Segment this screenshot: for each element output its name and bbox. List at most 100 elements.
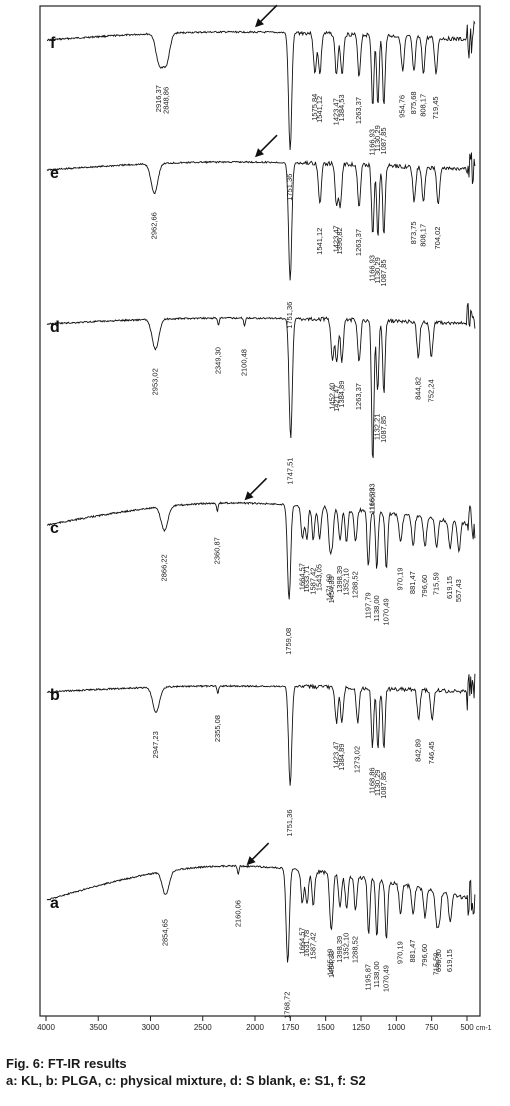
x-tick-label: 1000: [387, 1023, 405, 1032]
peak-label: 696,30: [434, 949, 443, 972]
peak-label: 1166,93: [368, 255, 377, 282]
peak-label: 1166,93: [368, 483, 377, 510]
peak-label: 1384,53: [337, 94, 346, 121]
peak-label: 1138,00: [372, 595, 381, 622]
peak-label: 970,19: [396, 941, 405, 964]
peak-label: 1168,86: [367, 767, 376, 794]
peak-label: 842,89: [414, 739, 423, 762]
peak-label: 1070,49: [381, 598, 390, 625]
x-tick-label: 3000: [142, 1023, 160, 1032]
peak-label: 808,17: [418, 94, 427, 117]
x-tick-label: 1250: [352, 1023, 370, 1032]
series-label-c: c: [50, 520, 59, 537]
series-label-e: e: [50, 165, 59, 182]
peak-label: 2953,02: [150, 368, 159, 395]
peak-label: 2160,06: [233, 900, 242, 927]
peak-label: 1132,21: [373, 414, 382, 441]
peak-label: 875,68: [409, 91, 418, 114]
peak-label: 1263,37: [354, 229, 363, 256]
peak-label: 1543,05: [315, 564, 324, 591]
peak-label: 1288,52: [351, 571, 360, 598]
x-tick-label: 2500: [194, 1023, 212, 1032]
peak-label: 1263,37: [354, 97, 363, 124]
series-label-b: b: [50, 687, 60, 704]
peak-label: 715,59: [432, 953, 441, 976]
peak-label: 1575,84: [310, 94, 319, 121]
peak-label: 1633,71: [302, 565, 311, 592]
peak-label: 1541,12: [315, 96, 324, 123]
peak-label: 719,45: [431, 96, 440, 119]
peak-label: 2916,37: [154, 85, 163, 112]
spectrum-trace-e: [46, 152, 476, 281]
peak-label: 796,60: [420, 944, 429, 967]
spectra-group: [46, 20, 476, 963]
peak-label: 1273,02: [353, 746, 362, 773]
peak-label: 1197,79: [363, 592, 372, 619]
peak-label: 954,76: [398, 95, 407, 118]
peak-label: 2355,08: [213, 715, 222, 742]
peak-label: 2962,66: [149, 212, 158, 239]
peak-label: 2866,22: [159, 554, 168, 581]
x-tick-label: 4000: [37, 1023, 55, 1032]
peak-label: 1768,72: [283, 992, 292, 1019]
peak-label: 1541,12: [315, 228, 324, 255]
peak-label: 2360,87: [212, 537, 221, 564]
peak-label: 1587,42: [308, 568, 317, 595]
peak-label: 704,02: [433, 227, 442, 250]
peak-label: 1384,89: [337, 744, 346, 771]
peak-label: 881,47: [408, 940, 417, 963]
x-tick-label: 750: [425, 1023, 439, 1032]
spectrum-trace-f: [47, 20, 476, 151]
peak-label: 1471,69: [325, 574, 334, 601]
peak-label: 1423,47: [331, 98, 340, 125]
peak-label: 844,82: [413, 377, 422, 400]
x-tick-label: 2000: [246, 1023, 264, 1032]
peak-label: 1130,29: [373, 125, 382, 152]
peak-label: 1138,00: [372, 961, 381, 988]
figure-caption: Fig. 6: FT-IR results a: KL, b: PLGA, c:…: [6, 1055, 506, 1089]
peak-label: 1398,39: [335, 566, 344, 593]
peak-label: 1587,42: [308, 932, 317, 959]
x-tick-label: 500: [460, 1023, 474, 1032]
peak-label: 1396,82: [335, 227, 344, 254]
peak-label: 1423,47: [331, 741, 340, 768]
spectrum-trace-b: [46, 673, 476, 786]
x-axis-unit: cm-1: [476, 1025, 492, 1032]
series-label-a: a: [50, 895, 59, 912]
peak-label: 1454,33: [327, 951, 336, 978]
peak-label: 1166,93: [368, 487, 377, 514]
peak-label: 1087,85: [379, 259, 388, 286]
peak-label: 1166,93: [368, 129, 377, 156]
peak-label: 2100,48: [239, 349, 248, 376]
peak-label: 1130,29: [373, 770, 382, 797]
peak-label: 873,75: [409, 221, 418, 244]
peak-label: 1352,10: [342, 568, 351, 595]
spectrum-trace-a: [46, 864, 476, 963]
peak-label: 1352,10: [342, 933, 351, 960]
peak-label: 1631,78: [302, 930, 311, 957]
peak-label: 2947,23: [151, 731, 160, 758]
plot-frame: [39, 5, 481, 1017]
peak-label: 1423,47: [331, 225, 340, 252]
peak-label: 1087,85: [379, 416, 388, 443]
peak-label: 1070,49: [381, 965, 390, 992]
spectrum-trace-d: [46, 302, 476, 459]
x-tick-label: 1500: [317, 1023, 335, 1032]
peak-label: 1759,08: [284, 628, 293, 655]
peak-label: 715,59: [432, 572, 441, 595]
peak-label: 1384,89: [337, 381, 346, 408]
peak-label: 1452,40: [327, 383, 336, 410]
peak-label: 1288,52: [351, 936, 360, 963]
peak-label: 619,15: [445, 949, 454, 972]
peak-label: 796,60: [420, 575, 429, 598]
series-label-f: f: [50, 35, 56, 52]
peak-label: 1130,29: [373, 257, 382, 284]
peak-label: 2848,86: [161, 87, 170, 114]
peak-label: 1747,51: [286, 458, 295, 485]
peak-label: 808,17: [418, 224, 427, 247]
peak-label: 1263,37: [354, 383, 363, 410]
peak-label: 1465,19: [326, 949, 335, 976]
series-label-d: d: [50, 319, 60, 336]
